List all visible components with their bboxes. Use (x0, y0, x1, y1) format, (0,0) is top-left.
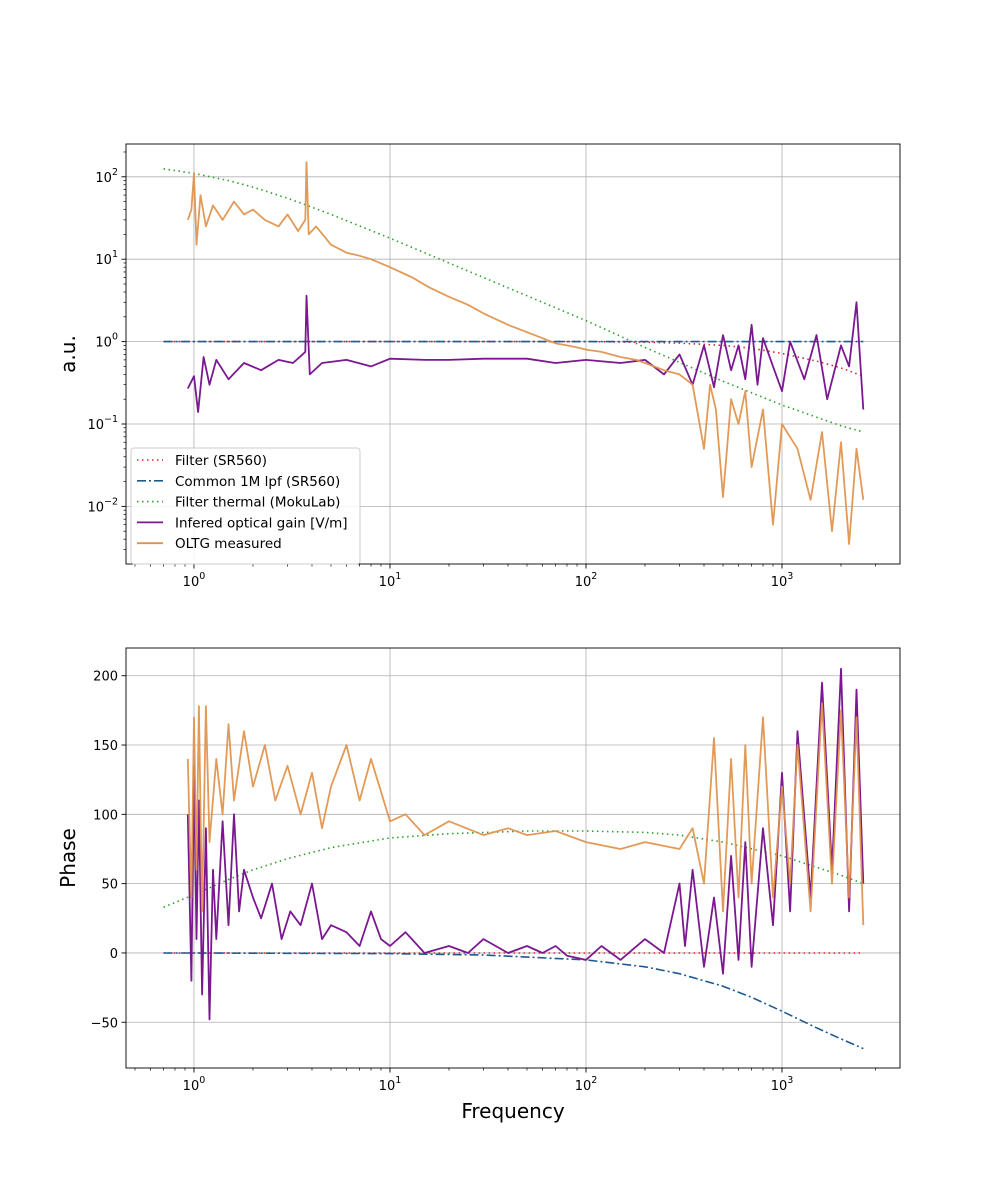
y-tick-label: 100 (95, 332, 118, 351)
x-tick-label: 101 (379, 1075, 402, 1094)
y-axis-label: a.u. (56, 335, 80, 373)
y-tick-label: 10−2 (87, 496, 118, 515)
series-group (163, 667, 865, 1050)
plot-frame (125, 143, 901, 565)
legend-label-filter-sr560: Filter (SR560) (175, 453, 267, 469)
y-tick-label: −50 (91, 1016, 118, 1031)
x-tick-label: 103 (771, 571, 794, 590)
legend-box (130, 447, 361, 565)
y-axis-label: Phase (56, 828, 80, 888)
series-line-oltg-measured (186, 161, 865, 545)
x-tick-label: 101 (379, 571, 402, 590)
y-tick-label: 50 (101, 878, 118, 893)
y-tick-label: 102 (95, 167, 118, 186)
legend: Filter (SR560) Common 1M lpf (SR560) Filte… (130, 447, 361, 565)
series-line-infered-optical-gain-v-m (186, 667, 865, 1021)
x-tick-label: 102 (575, 1075, 598, 1094)
y-tick-label: 101 (95, 249, 118, 268)
plot-frame (125, 647, 901, 1069)
legend-label-filter-thermal-mokulab: Filter thermal (MokuLab) (175, 495, 340, 511)
y-tick-label: 150 (93, 739, 118, 754)
x-tick-label: 103 (771, 1075, 794, 1094)
y-tick-label: 100 (93, 808, 118, 823)
series-line-common-1m-lpf-sr560 (163, 952, 864, 1050)
phase-plot: 100 101 102 103 −50 0 50 100 150 200 Phase Frequenc… (56, 647, 901, 1123)
y-tick-label: 10−1 (87, 414, 118, 433)
y-tick-label: 200 (93, 670, 118, 685)
legend-label-oltg-measured: OLTG measured (175, 536, 282, 552)
x-axis-label: Frequency (461, 1099, 564, 1123)
x-tick-label: 102 (575, 571, 598, 590)
series-group (163, 161, 865, 545)
series-line-infered-optical-gain-v-m (186, 294, 865, 413)
x-tick-label: 100 (183, 1075, 206, 1094)
x-tick-label: 100 (183, 571, 206, 590)
series-line-oltg-measured (186, 702, 865, 926)
series-line-filter-thermal-mokulab (163, 830, 864, 908)
legend-label-infered-optical-gain-v-m: Infered optical gain [V/m] (175, 515, 348, 531)
legend-label-common-1m-lpf-sr560: Common 1M lpf (SR560) (175, 474, 340, 490)
magnitude-plot: 100 101 102 103 10−2 10−1 100 101 102 a.u. (56, 143, 901, 590)
y-tick-label: 0 (110, 947, 118, 962)
